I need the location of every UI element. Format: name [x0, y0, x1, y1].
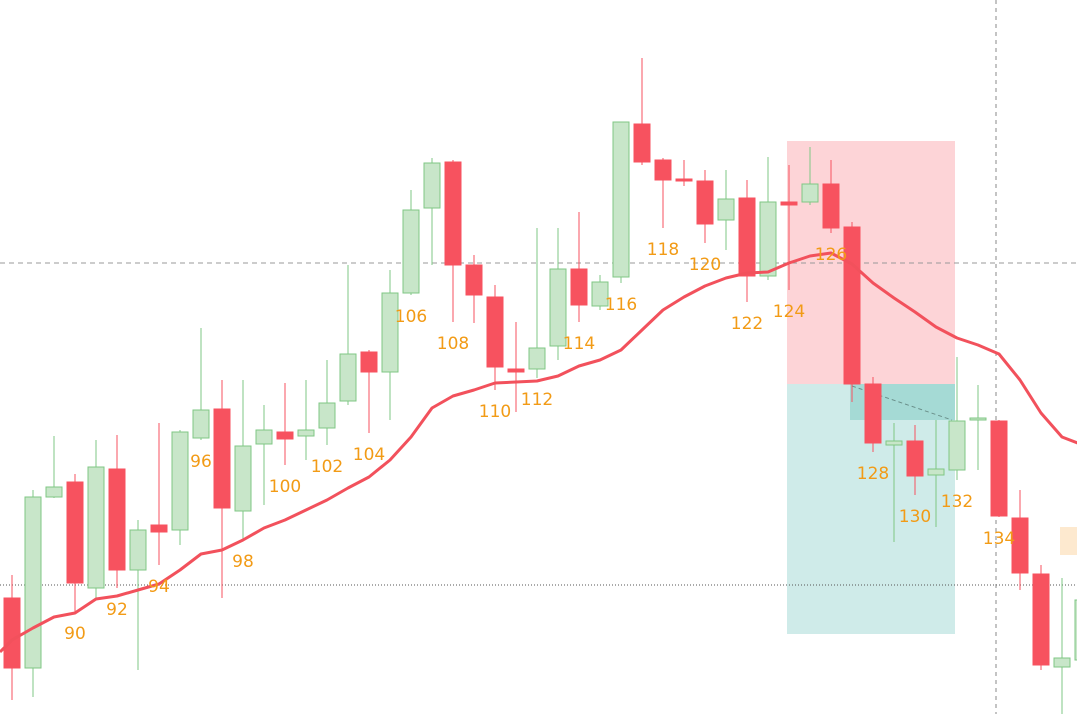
- candle-body: [360, 351, 378, 373]
- bar-label: 100: [269, 477, 301, 497]
- candle-body: [465, 264, 483, 296]
- bar-label: 96: [190, 452, 212, 472]
- candle-body: [570, 268, 588, 306]
- ma-line: [0, 251, 1077, 654]
- candle-body: [654, 159, 672, 181]
- price-tag: [1060, 527, 1077, 555]
- candle-body: [255, 429, 273, 445]
- bar-label: 128: [857, 464, 889, 484]
- candle-body: [192, 409, 210, 439]
- candle-body: [45, 486, 63, 498]
- candle-body: [528, 347, 546, 370]
- bar-label: 90: [64, 624, 86, 644]
- candle-body: [1032, 573, 1050, 666]
- candle-body: [1011, 517, 1029, 574]
- bar-label: 92: [106, 600, 128, 620]
- candle-body: [507, 368, 525, 373]
- candle-body: [864, 383, 882, 444]
- candle-body: [780, 201, 798, 206]
- bar-label: 104: [353, 445, 385, 465]
- candle-body: [24, 496, 42, 669]
- candle-body: [444, 161, 462, 266]
- candle-body: [318, 402, 336, 429]
- bar-label: 110: [479, 402, 511, 422]
- candle-body: [66, 481, 84, 584]
- candle-body: [906, 440, 924, 477]
- bar-label: 112: [521, 390, 553, 410]
- candle-body: [738, 197, 756, 277]
- candle-body: [990, 420, 1008, 517]
- candle-body: [486, 296, 504, 368]
- reference-lines: [0, 262, 1077, 586]
- candle-body: [633, 123, 651, 163]
- candle-body: [1074, 599, 1077, 661]
- candle-body: [591, 281, 609, 307]
- candle-body: [885, 440, 903, 446]
- candle-body: [801, 183, 819, 203]
- candle-body: [696, 180, 714, 225]
- candle-body: [423, 162, 441, 209]
- bar-label: 98: [232, 552, 254, 572]
- bar-label: 106: [395, 307, 427, 327]
- candle-body: [822, 183, 840, 229]
- candle-body: [675, 178, 693, 182]
- bar-label: 102: [311, 457, 343, 477]
- bar-label: 94: [148, 577, 170, 597]
- bar-labels: 90 92 94 96 98 100 102 104 106 108 110 112 114 116 118…: [64, 240, 1015, 644]
- candles: [3, 58, 1077, 714]
- candle-body: [297, 429, 315, 437]
- candle-body: [927, 468, 945, 476]
- candle-body: [129, 529, 147, 571]
- bar-label: 108: [437, 334, 469, 354]
- bar-label: 124: [773, 302, 805, 322]
- candle-body: [3, 597, 21, 669]
- candle-body: [717, 198, 735, 221]
- candle-body: [87, 466, 105, 589]
- candle-body: [339, 353, 357, 402]
- candle-body: [276, 431, 294, 440]
- candle-body: [171, 431, 189, 531]
- bar-label: 132: [941, 492, 973, 512]
- candle-body: [549, 268, 567, 347]
- bar-label: 118: [647, 240, 679, 260]
- candle-body: [402, 209, 420, 294]
- candle-body: [1053, 657, 1071, 668]
- bar-label: 122: [731, 314, 763, 334]
- candle-body: [612, 121, 630, 278]
- candle-body: [108, 468, 126, 571]
- bar-label: 126: [815, 245, 847, 265]
- bar-label: 134: [983, 529, 1015, 549]
- bar-label: 130: [899, 507, 931, 527]
- candle-body: [381, 292, 399, 373]
- candle-body: [759, 201, 777, 277]
- candle-body: [234, 445, 252, 512]
- candle-body: [948, 420, 966, 471]
- candle-body: [150, 524, 168, 533]
- bar-label: 120: [689, 255, 721, 275]
- bar-label: 116: [605, 295, 637, 315]
- moving-average: [0, 251, 1077, 654]
- candle-body: [213, 408, 231, 509]
- bar-label: 114: [563, 334, 595, 354]
- candle-body: [969, 417, 987, 421]
